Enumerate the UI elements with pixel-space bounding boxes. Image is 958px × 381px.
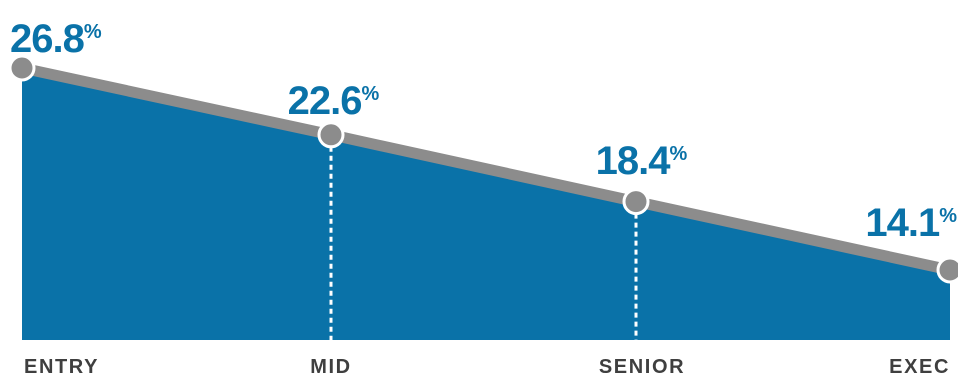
point-marker-senior	[622, 188, 650, 216]
value-number: 22.6	[288, 79, 362, 123]
point-marker-mid	[317, 121, 345, 149]
category-label-mid: MID	[310, 356, 351, 378]
category-label-entry: ENTRY	[24, 356, 99, 378]
markers	[8, 54, 958, 284]
area-fill	[22, 68, 950, 340]
value-unit: %	[939, 205, 957, 227]
value-number: 26.8	[10, 17, 85, 61]
drop-lines	[329, 146, 638, 340]
value-unit: %	[84, 21, 102, 43]
category-label-senior: SENIOR	[599, 356, 685, 378]
category-label-exec: EXEC	[889, 356, 950, 378]
value-label-senior: 18.4%	[596, 139, 688, 183]
value-number: 18.4	[596, 139, 672, 183]
value-label-mid: 22.6%	[288, 79, 380, 123]
series-line	[20, 62, 952, 276]
value-labels: 26.8%22.6%18.4%14.1%	[10, 17, 958, 245]
point-marker-entry	[8, 54, 36, 82]
category-labels: ENTRY MID SENIOR EXEC	[24, 356, 950, 378]
value-number: 14.1	[865, 201, 940, 245]
point-marker-exec	[936, 256, 958, 284]
value-label-entry: 26.8%	[10, 17, 102, 61]
value-unit: %	[670, 143, 688, 165]
value-label-exec: 14.1%	[865, 201, 957, 245]
value-unit: %	[362, 83, 380, 105]
